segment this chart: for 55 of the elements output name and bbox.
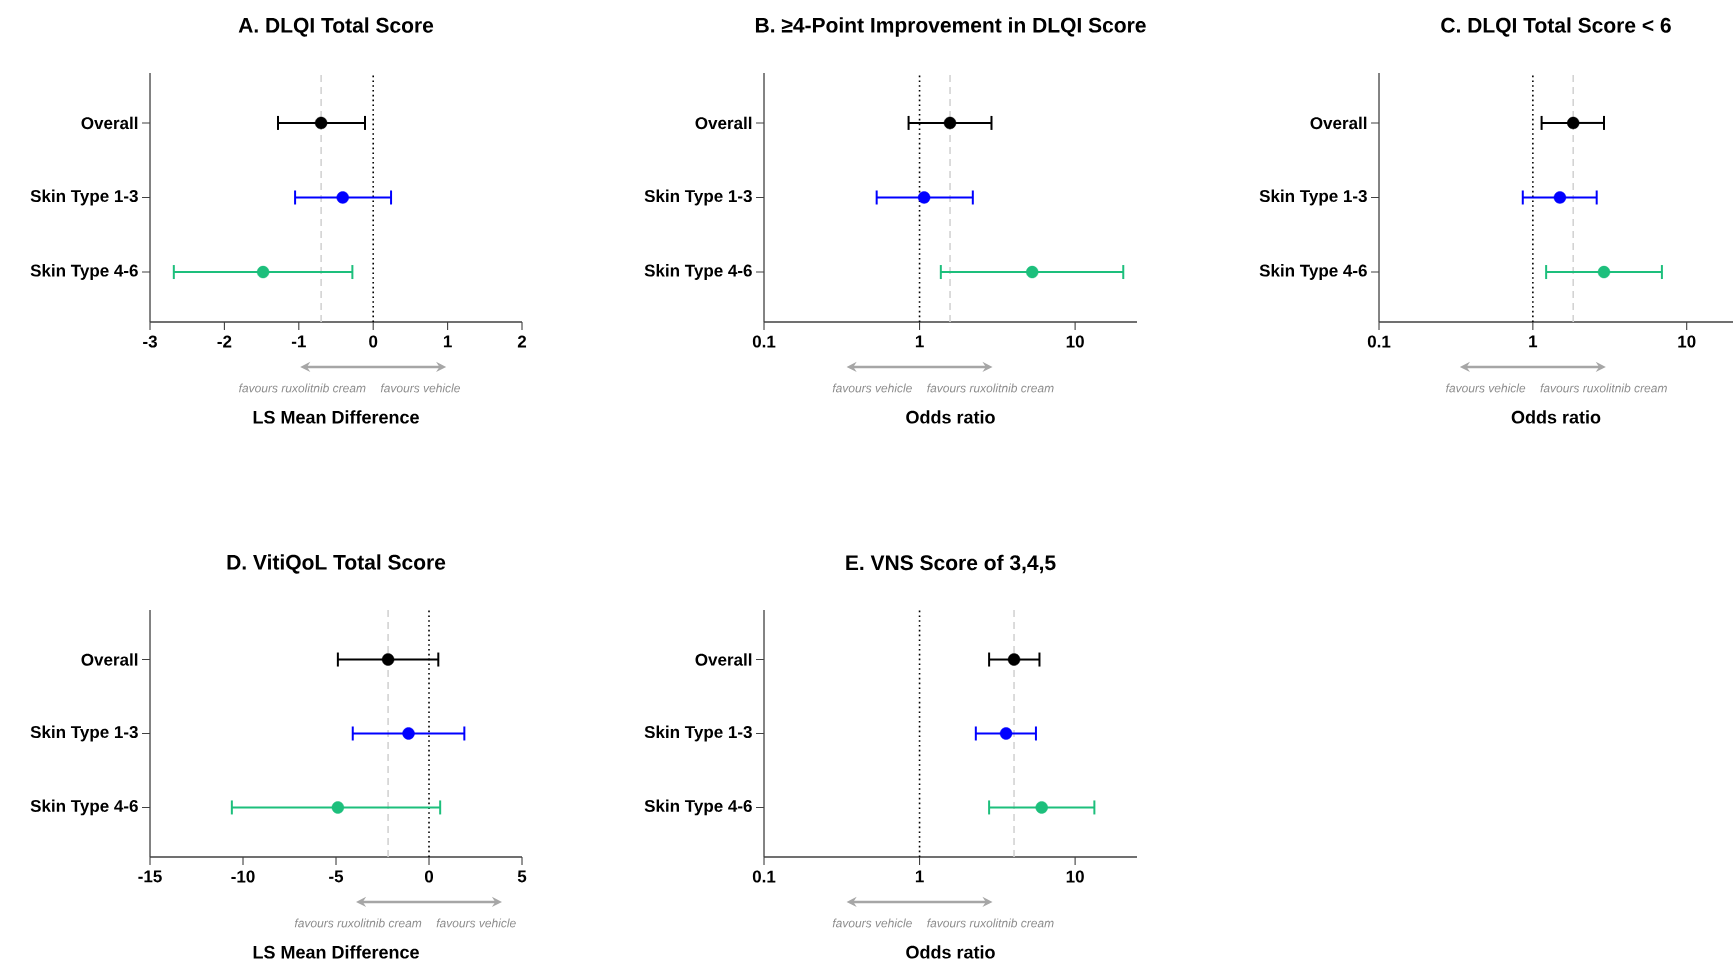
text: favours ruxolitnib cream xyxy=(927,918,1054,928)
x-tick-label: 0.1 xyxy=(752,335,776,348)
y-tick-label: Overall xyxy=(81,653,138,666)
x-axis-title: LS Mean Difference xyxy=(253,410,419,424)
x-axis-title: Odds ratio xyxy=(1511,410,1601,424)
x-tick-label: 2 xyxy=(517,335,527,348)
y-tick-label: Overall xyxy=(1310,116,1367,130)
y-tick-label: Overall xyxy=(695,116,752,130)
text: favours ruxolitnib cream xyxy=(1540,383,1667,393)
x-tick-label: 10 xyxy=(1678,335,1696,348)
x-tick-label: -5 xyxy=(329,870,344,883)
y-tick-label: Skin Type 1-3 xyxy=(30,189,138,206)
y-tick-label: Skin Type 4-6 xyxy=(30,799,138,816)
x-tick-label: 10 xyxy=(1066,870,1084,883)
text: favours ruxolitnib cream xyxy=(239,383,366,393)
x-tick-label: 0.1 xyxy=(1367,335,1391,348)
x-tick-label: 0.1 xyxy=(752,870,776,883)
y-tick-label: Skin Type 4-6 xyxy=(644,264,752,280)
chart-title: A. DLQI Total Score xyxy=(238,17,434,37)
y-tick-label: Overall xyxy=(81,116,138,130)
y-tick-label: Skin Type 4-6 xyxy=(30,264,138,280)
chart-title: B. ≥4-Point Improvement in DLQI Score xyxy=(755,17,1146,37)
x-tick-label: 1 xyxy=(1529,335,1538,348)
text: favours vehicle xyxy=(832,918,912,928)
x-tick-label: -2 xyxy=(217,335,232,348)
text: favours ruxolitnib cream xyxy=(294,918,422,928)
y-tick-label: Skin Type 4-6 xyxy=(644,799,752,816)
text: favours vehicle xyxy=(1446,383,1526,393)
text: favours vehicle xyxy=(832,383,912,393)
x-tick-label: -3 xyxy=(143,335,157,348)
y-tick-label: Skin Type 1-3 xyxy=(644,725,752,742)
x-axis-title: Odds ratio xyxy=(906,410,995,424)
chart-title: D. VitiQoL Total Score xyxy=(227,554,446,574)
y-tick-label: Skin Type 4-6 xyxy=(1259,264,1367,280)
y-tick-label: Skin Type 1-3 xyxy=(1259,189,1367,206)
x-tick-label: 1 xyxy=(915,335,924,348)
x-tick-label: 1 xyxy=(443,335,452,348)
x-tick-label: -10 xyxy=(231,870,255,883)
chart-title: E. VNS Score of 3,4,5 xyxy=(846,554,1056,574)
x-tick-label: -1 xyxy=(291,335,306,348)
x-axis-title: LS Mean Difference xyxy=(253,945,419,959)
x-tick-label: 10 xyxy=(1066,335,1084,348)
x-tick-label: 0 xyxy=(424,870,434,883)
x-tick-label: 1 xyxy=(915,870,924,883)
x-tick-label: 0 xyxy=(369,335,378,348)
x-tick-label: 5 xyxy=(517,870,527,883)
text: favours vehicle xyxy=(436,918,516,928)
x-tick-label: -15 xyxy=(138,870,162,883)
text: favours ruxolitnib cream xyxy=(927,383,1054,393)
y-tick-label: Skin Type 1-3 xyxy=(644,189,752,206)
y-tick-label: Skin Type 1-3 xyxy=(30,725,138,742)
y-tick-label: Overall xyxy=(695,653,752,666)
chart-title: C. DLQI Total Score < 6 xyxy=(1441,17,1671,37)
x-axis-title: Odds ratio xyxy=(906,945,995,959)
text: favours vehicle xyxy=(380,383,460,393)
